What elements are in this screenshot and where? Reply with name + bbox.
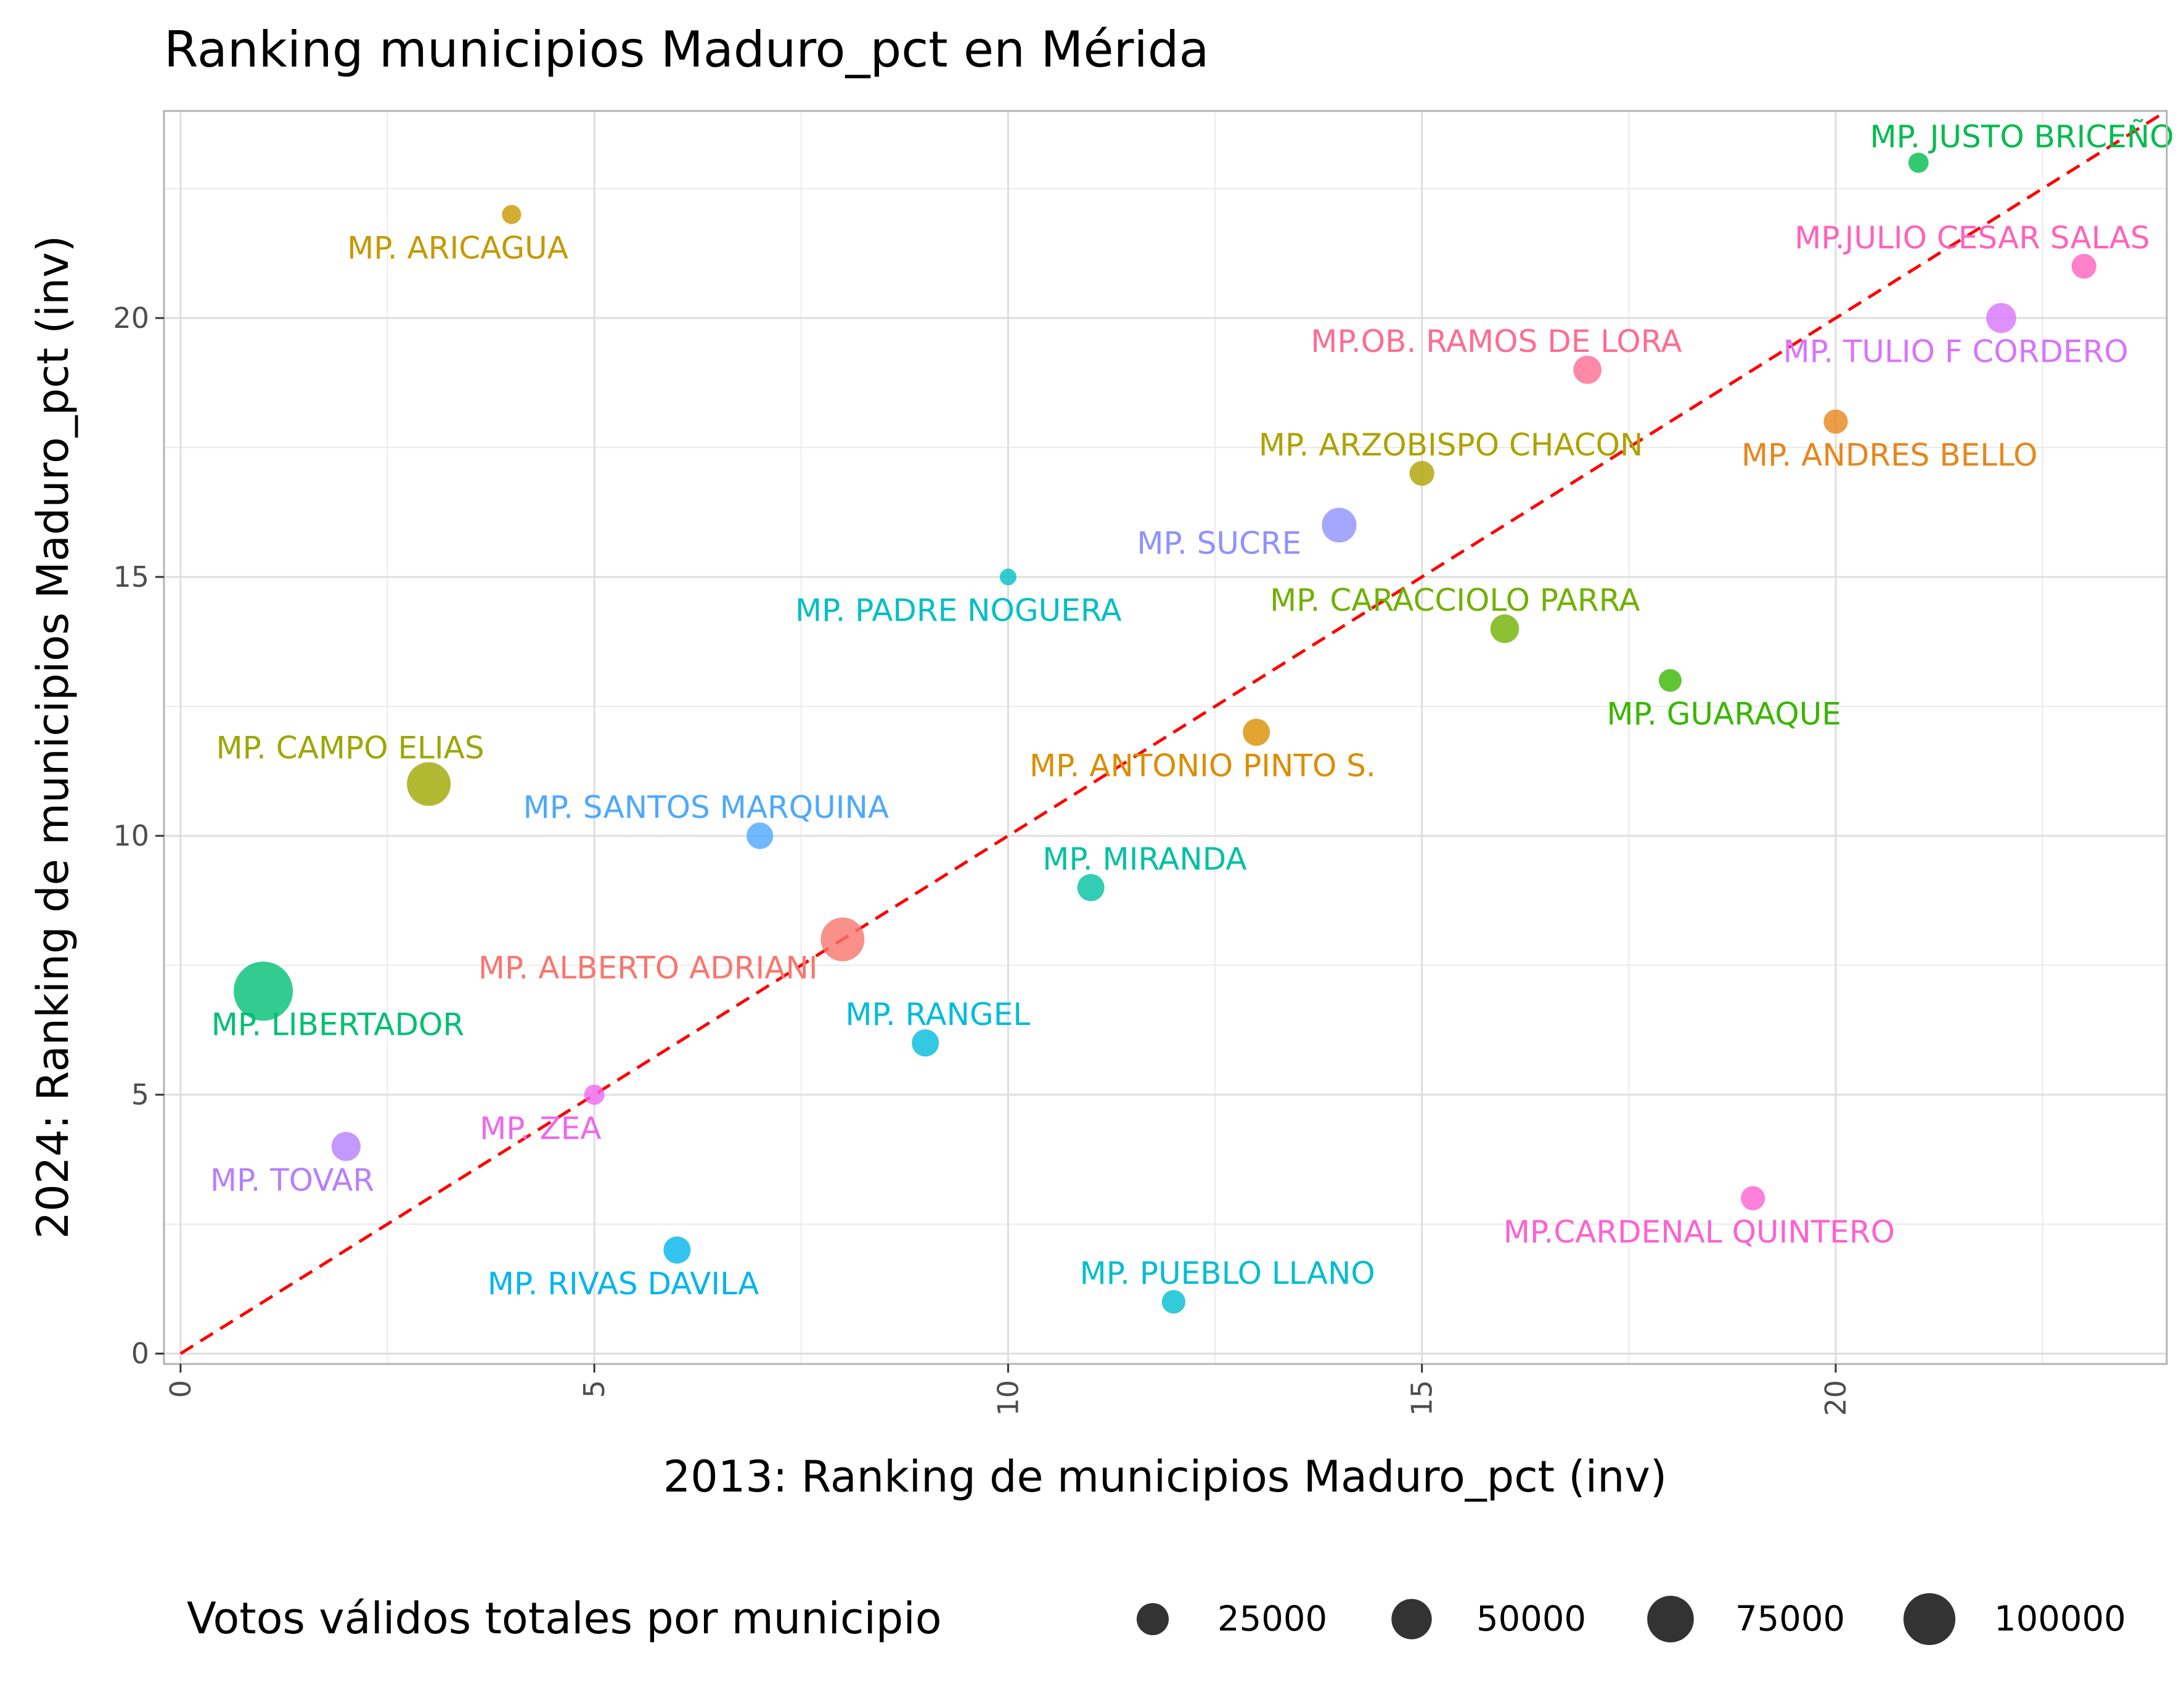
x-tick-label: 20: [1819, 1380, 1852, 1416]
data-point: [1573, 356, 1602, 384]
point-label: MP. PADRE NOGUERA: [795, 593, 1122, 629]
point-label: MP.OB. RAMOS DE LORA: [1311, 324, 1682, 359]
data-point: [1243, 719, 1270, 746]
chart-title: Ranking municipios Maduro_pct en Mérida: [164, 21, 1209, 78]
point-label: MP. SANTOS MARQUINA: [523, 790, 889, 825]
data-point: [1161, 1290, 1186, 1314]
point-label: MP. SUCRE: [1137, 525, 1301, 561]
legend-key-label: 50000: [1476, 1599, 1586, 1639]
y-tick-label: 20: [113, 301, 149, 335]
legend-key-label: 25000: [1217, 1599, 1327, 1639]
point-label: MP. RANGEL: [845, 997, 1030, 1032]
data-point: [1741, 1186, 1765, 1210]
minor-gridlines: [164, 111, 2167, 1364]
point-label: MP. LIBERTADOR: [211, 1007, 464, 1043]
data-point: [584, 1084, 605, 1105]
data-point: [1908, 152, 1929, 173]
point-label: MP. ALBERTO ADRIANI: [478, 950, 818, 986]
size-legend: Votos válidos totales por municipio 2500…: [187, 1593, 2126, 1646]
plot-border: [163, 110, 2168, 1365]
data-point: [912, 1029, 939, 1057]
data-point: [663, 1236, 691, 1264]
legend-key-circle: [1136, 1602, 1169, 1636]
point-label: MP. TOVAR: [210, 1162, 374, 1198]
y-axis-title: 2024: Ranking de municipios Maduro_pct (…: [28, 235, 78, 1239]
point-label: MP. GUARAQUE: [1607, 696, 1841, 732]
point-label: MP. ANTONIO PINTO S.: [1029, 748, 1376, 784]
point-label: MP. CAMPO ELIAS: [216, 730, 485, 765]
data-points: [234, 152, 2096, 1314]
data-point: [1823, 409, 1848, 434]
point-label: MP. TULIO F CORDERO: [1783, 334, 2129, 370]
y-axis-ticks: 0 5 10 15 20: [113, 301, 164, 1370]
point-label: MP. ARICAGUA: [347, 231, 568, 266]
legend-key-label: 75000: [1735, 1599, 1845, 1639]
point-label: MP. ANDRES BELLO: [1741, 438, 2038, 473]
x-tick-label: 10: [991, 1380, 1025, 1416]
point-label: MP. CARACCIOLO PARRA: [1270, 582, 1640, 618]
point-label: MP. RIVAS DAVILA: [488, 1266, 759, 1302]
y-tick-label: 0: [131, 1337, 149, 1370]
x-tick-label: 15: [1405, 1380, 1439, 1416]
point-label: MP. JUSTO BRICEÑO: [1870, 119, 2174, 155]
data-point: [331, 1132, 361, 1161]
data-point: [820, 917, 865, 961]
point-label: MP. MIRANDA: [1042, 841, 1246, 877]
legend-title: Votos válidos totales por municipio: [187, 1593, 942, 1644]
legend-key-circle: [1391, 1599, 1432, 1639]
data-point: [2071, 253, 2096, 279]
data-point: [1490, 614, 1519, 643]
data-point: [1409, 460, 1434, 486]
point-label: MP. ARZOBISPO CHACON: [1259, 427, 1643, 463]
legend-key-label: 100000: [1994, 1599, 2126, 1639]
data-point: [502, 205, 521, 224]
legend-key-circle: [1903, 1593, 1956, 1646]
data-point: [746, 822, 774, 849]
data-point: [407, 762, 451, 806]
point-label: MP.JULIO CESAR SALAS: [1794, 220, 2149, 256]
data-point: [234, 961, 293, 1021]
x-axis-ticks: 0 5 10 15 20: [164, 1364, 1852, 1416]
data-point: [1322, 507, 1357, 543]
y-tick-label: 5: [131, 1078, 149, 1111]
x-tick-label: 5: [578, 1380, 611, 1398]
point-label: MP. PUEBLO LLANO: [1080, 1255, 1375, 1291]
y-tick-label: 10: [113, 819, 149, 852]
legend-key-circle: [1647, 1596, 1694, 1643]
data-point: [999, 568, 1016, 586]
x-tick-label: 0: [164, 1380, 197, 1398]
data-point: [1077, 874, 1105, 902]
point-labels: MP. ALBERTO ADRIANI MP. ANDRES BELLO MP. A…: [210, 119, 2174, 1302]
data-point: [1986, 303, 2016, 333]
point-label: MP.CARDENAL QUINTERO: [1503, 1214, 1895, 1250]
data-point: [1658, 669, 1682, 692]
point-label: MP. ZEA: [480, 1111, 601, 1146]
y-tick-label: 15: [113, 560, 149, 594]
identity-reference-line: [179, 109, 2168, 1355]
x-axis-title: 2013: Ranking de municipios Maduro_pct (…: [663, 1451, 1667, 1502]
